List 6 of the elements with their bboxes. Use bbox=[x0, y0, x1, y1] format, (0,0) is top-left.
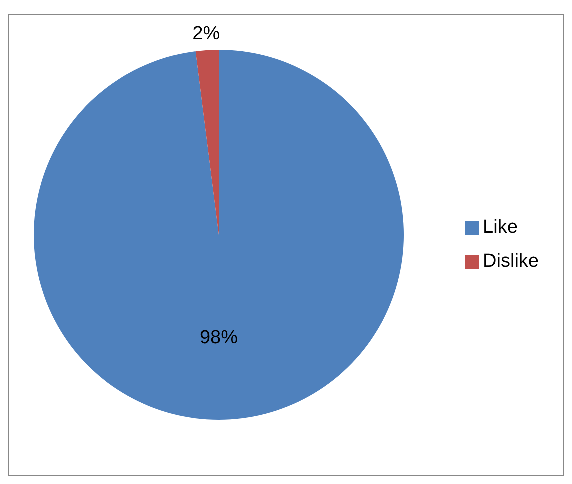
legend-label: Like bbox=[483, 217, 518, 238]
pie-slice bbox=[34, 50, 404, 420]
legend-label: Dislike bbox=[483, 251, 539, 272]
data-label: 98% bbox=[200, 327, 238, 348]
pie-slice bbox=[196, 50, 219, 235]
data-label: 2% bbox=[192, 23, 220, 44]
